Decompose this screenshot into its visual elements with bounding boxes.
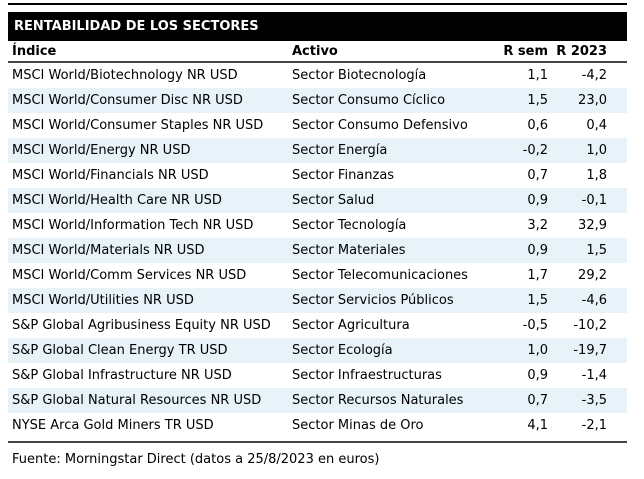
cell-r-sem: 0,7	[468, 388, 548, 413]
cell-indice: MSCI World/Financials NR USD	[12, 168, 209, 183]
cell-r-sem: 0,7	[527, 168, 548, 183]
cell-indice: MSCI World/Information Tech NR USD	[12, 218, 254, 233]
table-row: MSCI World/Consumer Disc NR USD Sector C…	[8, 88, 627, 113]
cell-activo: Sector Energía	[292, 138, 468, 163]
cell-activo: Sector Biotecnología	[292, 68, 427, 83]
cell-activo: Sector Salud	[292, 188, 468, 213]
cell-r-2023: -10,2	[573, 318, 607, 333]
table-row: MSCI World/Materials NR USD Sector Mater…	[8, 238, 627, 263]
cell-indice: S&P Global Clean Energy TR USD	[8, 338, 292, 363]
cell-activo: Sector Tecnología	[292, 218, 407, 233]
cell-r-2023: 29,2	[578, 268, 607, 283]
cell-r-sem: -0,2	[468, 138, 548, 163]
table-row: NYSE Arca Gold Miners TR USD Sector Mina…	[8, 413, 627, 438]
top-rule	[8, 3, 627, 5]
column-header-indice: Índice	[8, 41, 292, 63]
cell-r-sem: -0,5	[522, 318, 548, 333]
table-body: MSCI World/Biotechnology NR USD Sector B…	[8, 62, 627, 438]
cell-activo: Sector Consumo Cíclico	[292, 88, 468, 113]
source-note: Fuente: Morningstar Direct (datos a 25/8…	[12, 452, 380, 467]
cell-r-sem: 3,2	[527, 218, 548, 233]
cell-r-2023: 1,0	[548, 138, 627, 163]
cell-indice: MSCI World/Consumer Disc NR USD	[8, 88, 292, 113]
table-row: MSCI World/Health Care NR USD Sector Sal…	[8, 188, 627, 213]
cell-r-sem: 1,5	[468, 88, 548, 113]
table-row: MSCI World/Financials NR USD Sector Fina…	[8, 163, 627, 188]
table-row: MSCI World/Information Tech NR USD Secto…	[8, 213, 627, 238]
cell-activo: Sector Servicios Públicos	[292, 288, 468, 313]
table-row: MSCI World/Biotechnology NR USD Sector B…	[8, 62, 627, 88]
cell-r-sem: 0,6	[527, 118, 548, 133]
table-row: S&P Global Infrastructure NR USD Sector …	[8, 363, 627, 388]
column-header-r-2023: R 2023	[548, 41, 627, 63]
table-row: S&P Global Clean Energy TR USD Sector Ec…	[8, 338, 627, 363]
cell-r-2023: -4,2	[581, 68, 607, 83]
report-table-figure: RENTABILIDAD DE LOS SECTORES Índice Acti…	[8, 3, 627, 467]
table-row: MSCI World/Consumer Staples NR USD Secto…	[8, 113, 627, 138]
table-header: Índice Activo R sem R 2023	[8, 41, 627, 63]
cell-activo: Sector Recursos Naturales	[292, 388, 468, 413]
table-row: MSCI World/Comm Services NR USD Sector T…	[8, 263, 627, 288]
cell-r-2023: -3,5	[548, 388, 627, 413]
cell-r-2023: -1,4	[581, 368, 607, 383]
cell-r-2023: 1,5	[548, 238, 627, 263]
table-title: RENTABILIDAD DE LOS SECTORES	[14, 19, 259, 34]
cell-r-sem: 0,9	[468, 238, 548, 263]
cell-r-2023: 32,9	[578, 218, 607, 233]
cell-r-sem: 1,5	[468, 288, 548, 313]
cell-indice: S&P Global Agribusiness Equity NR USD	[12, 318, 271, 333]
cell-r-sem: 1,7	[527, 268, 548, 283]
sectors-table: Índice Activo R sem R 2023 MSCI World/Bi…	[8, 41, 627, 438]
cell-indice: S&P Global Infrastructure NR USD	[12, 368, 232, 383]
cell-r-sem: 1,1	[527, 68, 548, 83]
cell-indice: MSCI World/Health Care NR USD	[8, 188, 292, 213]
cell-r-2023: -0,1	[548, 188, 627, 213]
table-row: MSCI World/Energy NR USD Sector Energía …	[8, 138, 627, 163]
table-row: MSCI World/Utilities NR USD Sector Servi…	[8, 288, 627, 313]
cell-indice: MSCI World/Energy NR USD	[8, 138, 292, 163]
column-header-activo: Activo	[292, 41, 468, 63]
cell-indice: MSCI World/Materials NR USD	[8, 238, 292, 263]
cell-r-sem: 0,9	[468, 188, 548, 213]
cell-activo: Sector Materiales	[292, 238, 468, 263]
bottom-rule	[8, 441, 627, 443]
cell-r-2023: 0,4	[586, 118, 607, 133]
cell-indice: MSCI World/Biotechnology NR USD	[12, 68, 238, 83]
cell-activo: Sector Minas de Oro	[292, 418, 424, 433]
cell-r-2023: 23,0	[548, 88, 627, 113]
cell-r-sem: 1,0	[468, 338, 548, 363]
table-row: S&P Global Agribusiness Equity NR USD Se…	[8, 313, 627, 338]
cell-indice: MSCI World/Utilities NR USD	[8, 288, 292, 313]
cell-indice: NYSE Arca Gold Miners TR USD	[12, 418, 214, 433]
cell-indice: MSCI World/Consumer Staples NR USD	[12, 118, 264, 133]
cell-activo: Sector Telecomunicaciones	[292, 268, 468, 283]
table-row: S&P Global Natural Resources NR USD Sect…	[8, 388, 627, 413]
table-title-bar: RENTABILIDAD DE LOS SECTORES	[8, 12, 627, 41]
cell-r-2023: 1,8	[586, 168, 607, 183]
cell-activo: Sector Ecología	[292, 338, 468, 363]
cell-activo: Sector Consumo Defensivo	[292, 118, 468, 133]
cell-r-sem: 4,1	[527, 418, 548, 433]
cell-activo: Sector Finanzas	[292, 168, 395, 183]
column-header-r-sem: R sem	[468, 41, 548, 63]
cell-r-2023: -19,7	[548, 338, 627, 363]
cell-r-2023: -2,1	[581, 418, 607, 433]
cell-indice: S&P Global Natural Resources NR USD	[8, 388, 292, 413]
cell-indice: MSCI World/Comm Services NR USD	[12, 268, 247, 283]
cell-r-2023: -4,6	[548, 288, 627, 313]
header-row: Índice Activo R sem R 2023	[8, 41, 627, 63]
cell-r-sem: 0,9	[527, 368, 548, 383]
cell-activo: Sector Agricultura	[292, 318, 410, 333]
cell-activo: Sector Infraestructuras	[292, 368, 442, 383]
